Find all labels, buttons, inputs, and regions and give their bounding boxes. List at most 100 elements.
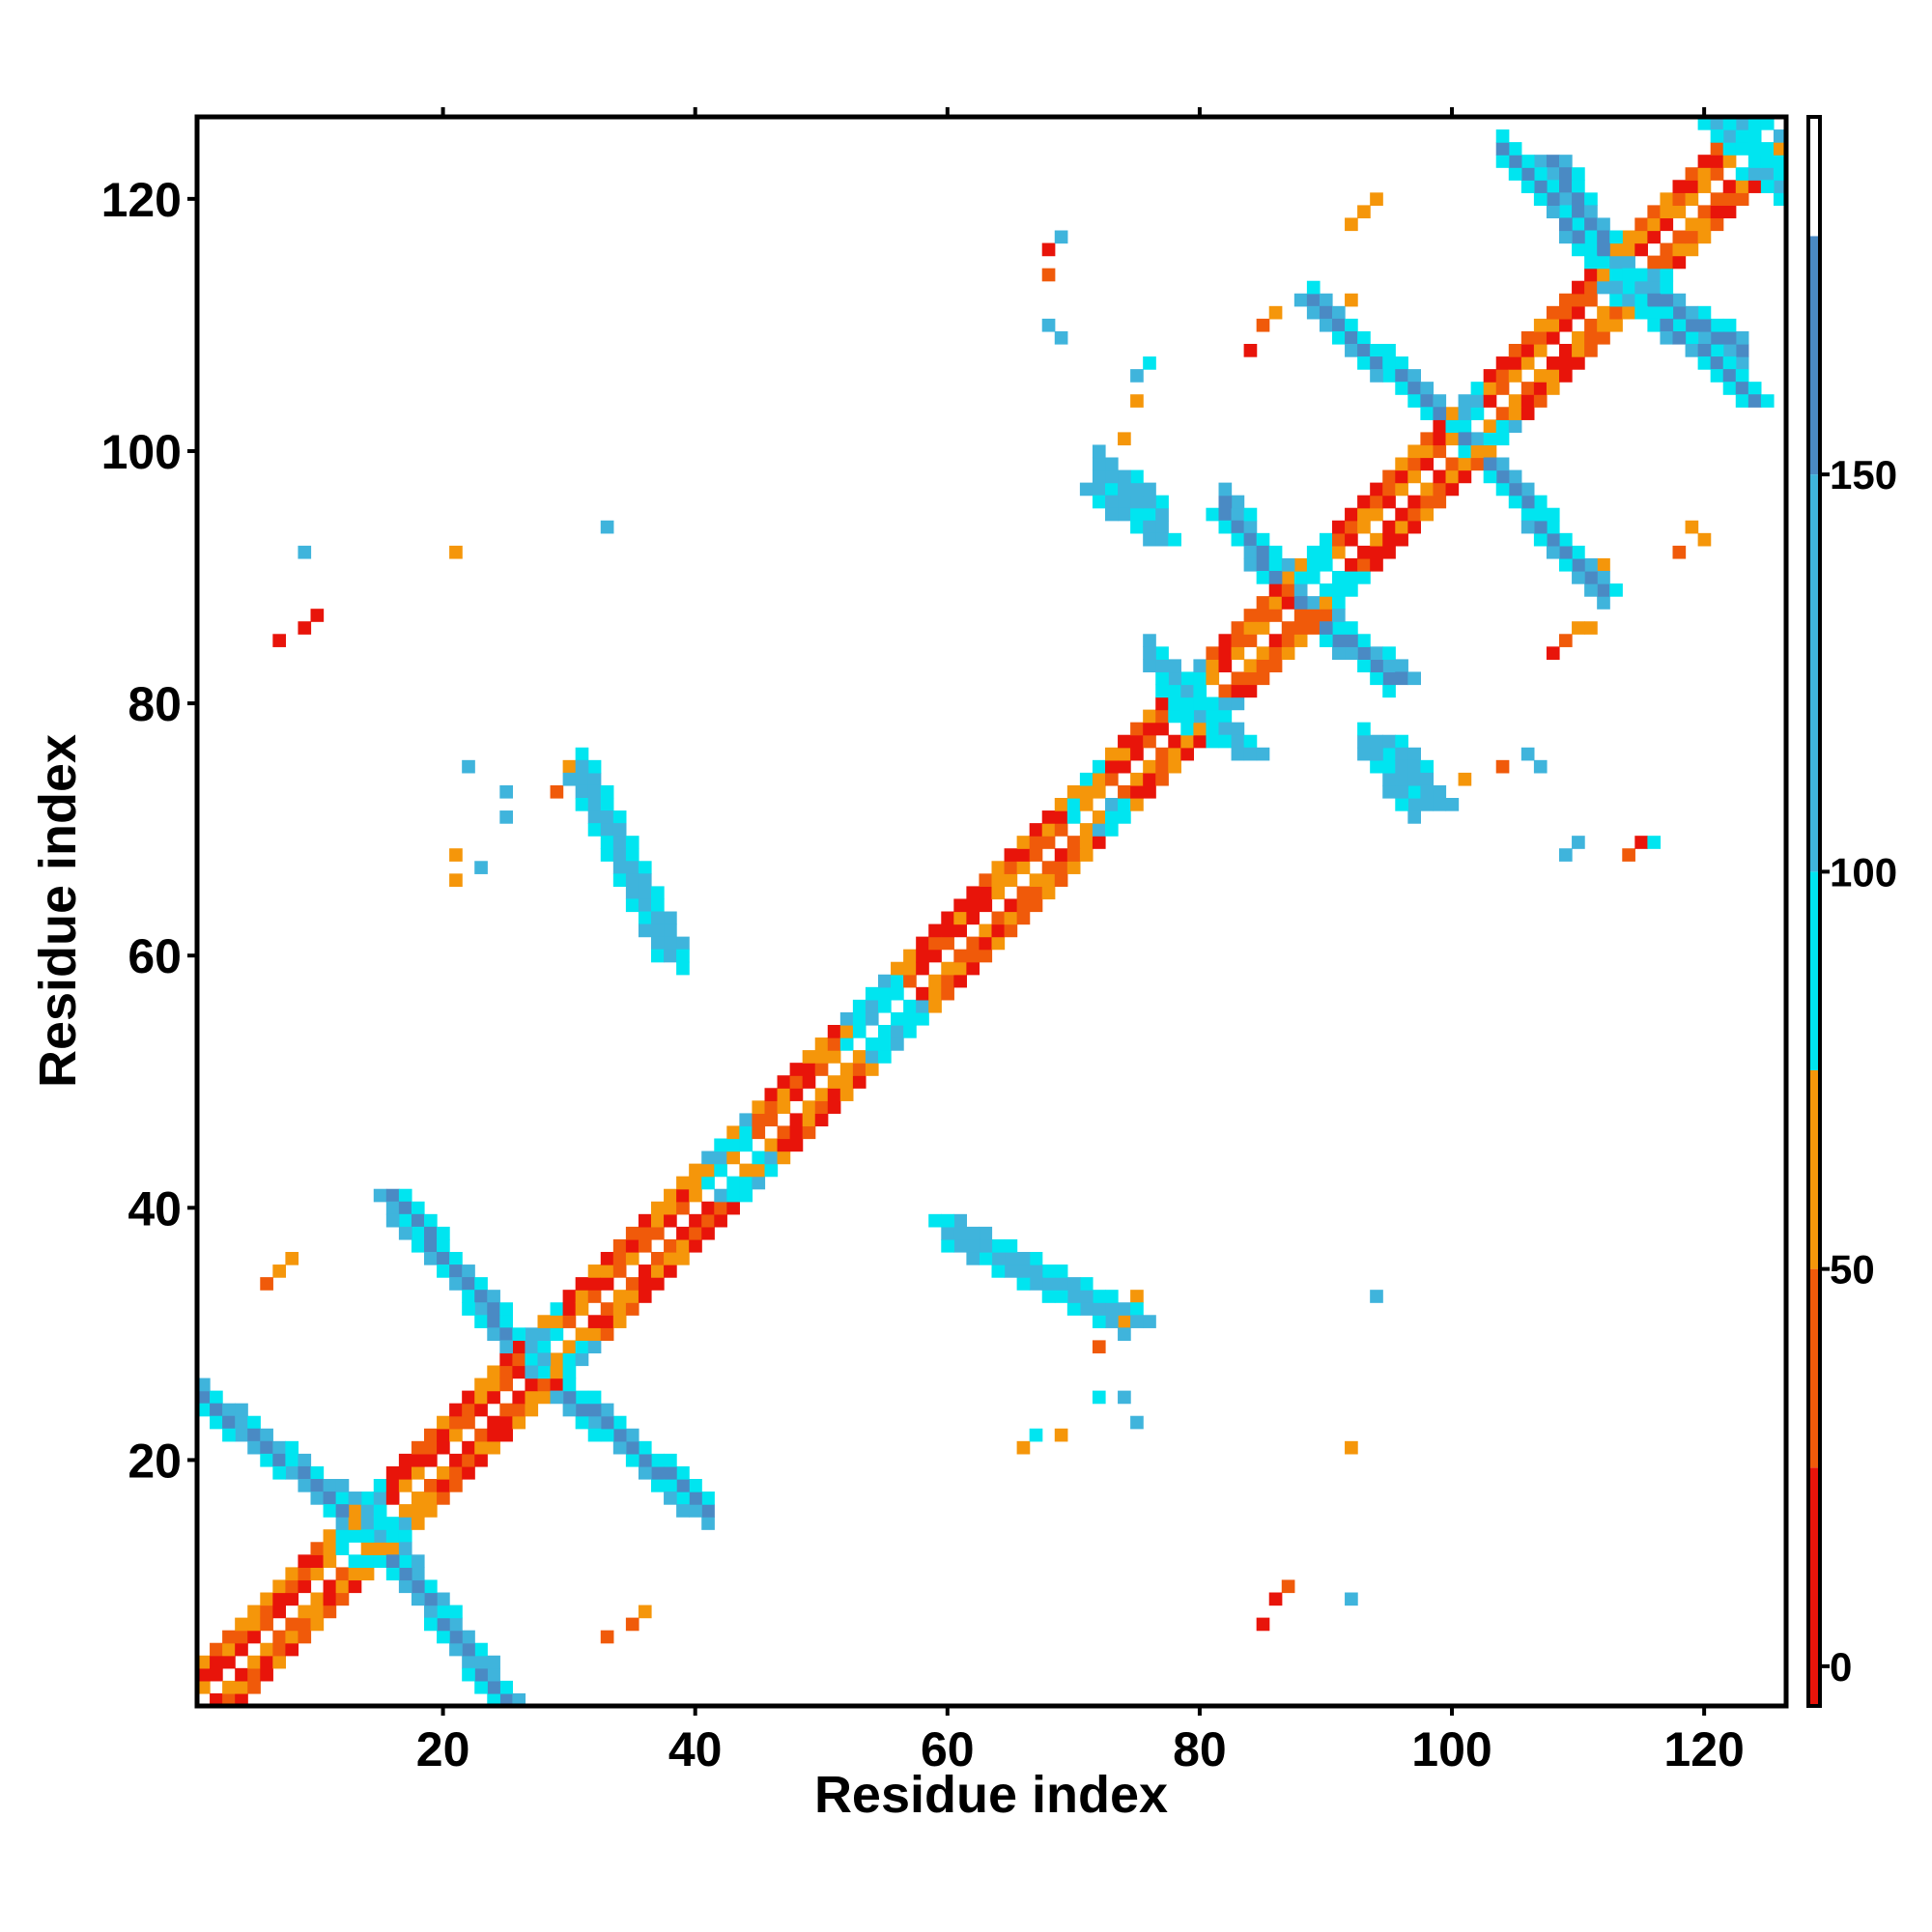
heatmap-cell — [1508, 155, 1522, 168]
heatmap-cell — [298, 545, 312, 559]
heatmap-cell — [1634, 268, 1648, 282]
heatmap-cell — [474, 1453, 488, 1467]
heatmap-cell — [437, 1428, 450, 1442]
heatmap-cell — [474, 1315, 488, 1328]
heatmap-cell — [1357, 330, 1371, 345]
heatmap-cell — [625, 1226, 639, 1240]
heatmap-cell — [789, 1113, 804, 1127]
heatmap-cell — [928, 923, 942, 938]
heatmap-cell — [1747, 129, 1762, 143]
heatmap-cell — [310, 1492, 325, 1505]
heatmap-cell — [638, 911, 652, 925]
heatmap-cell — [1520, 382, 1535, 395]
heatmap-cell — [1105, 1302, 1119, 1316]
heatmap-cell — [1559, 167, 1573, 181]
heatmap-cell — [752, 1113, 766, 1127]
heatmap-cell — [600, 1252, 614, 1265]
heatmap-cell — [1066, 861, 1081, 874]
heatmap-cell — [1747, 394, 1762, 408]
heatmap-cell — [1520, 344, 1535, 357]
heatmap-cell — [1597, 242, 1610, 257]
heatmap-cell — [1609, 230, 1623, 244]
heatmap-cell — [1710, 330, 1724, 345]
heatmap-cell — [1622, 293, 1635, 307]
heatmap-cell — [1130, 772, 1144, 786]
heatmap-cell — [298, 621, 312, 635]
heatmap-cell — [1420, 798, 1435, 811]
heatmap-cell — [210, 1642, 223, 1657]
heatmap-cell — [1130, 1315, 1144, 1328]
heatmap-cell — [1634, 836, 1648, 849]
heatmap-cell — [1130, 722, 1144, 736]
heatmap-cell — [928, 1213, 942, 1228]
heatmap-cell — [1155, 495, 1169, 509]
heatmap-cell — [1520, 180, 1535, 193]
heatmap-cell — [941, 1226, 954, 1240]
heatmap-cell — [360, 1517, 375, 1530]
heatmap-cell — [1130, 784, 1144, 799]
heatmap-cell — [1218, 709, 1233, 724]
heatmap-cell — [1118, 469, 1131, 484]
heatmap-cell — [1672, 305, 1687, 320]
heatmap-cell — [1420, 444, 1435, 459]
heatmap-cell — [638, 1213, 652, 1228]
heatmap-cell — [310, 1479, 325, 1492]
heatmap-cell — [499, 1680, 513, 1694]
heatmap-cell — [839, 1037, 854, 1051]
heatmap-cell — [625, 1302, 639, 1316]
heatmap-cell — [424, 1479, 438, 1492]
heatmap-cell — [612, 1238, 627, 1253]
heatmap-cell — [903, 974, 917, 988]
heatmap-cell — [827, 1075, 841, 1089]
heatmap-cell — [1168, 696, 1181, 711]
heatmap-cell — [701, 1201, 715, 1215]
heatmap-cell — [916, 961, 929, 976]
heatmap-cell — [878, 1025, 892, 1038]
heatmap-cell — [726, 1188, 740, 1203]
heatmap-cell — [1370, 759, 1383, 774]
heatmap-cell — [777, 1151, 791, 1165]
heatmap-cell — [1572, 621, 1585, 635]
heatmap-cell — [587, 1415, 602, 1430]
heatmap-cell — [676, 1492, 690, 1505]
heatmap-cell — [424, 1428, 438, 1442]
heatmap-cell — [1092, 1390, 1106, 1405]
heatmap-cell — [651, 911, 665, 925]
heatmap-cell — [1382, 772, 1396, 786]
heatmap-cell — [1572, 167, 1585, 181]
heatmap-cell — [385, 1492, 400, 1505]
heatmap-cell — [1243, 532, 1258, 547]
heatmap-cell — [1281, 621, 1295, 635]
heatmap-cell — [487, 1415, 500, 1430]
heatmap-cell — [1660, 205, 1674, 219]
heatmap-cell — [600, 1630, 614, 1644]
heatmap-cell — [664, 1252, 677, 1265]
heatmap-cell — [1634, 230, 1648, 244]
heatmap-cell — [1685, 167, 1699, 181]
heatmap-cell — [777, 1075, 791, 1089]
heatmap-cell — [1520, 495, 1535, 509]
heatmap-cell — [638, 1264, 652, 1278]
heatmap-cell — [966, 936, 980, 951]
heatmap-cell — [1054, 848, 1068, 862]
heatmap-cell — [462, 1440, 475, 1455]
heatmap-cell — [1533, 155, 1548, 168]
heatmap-cell — [1546, 507, 1560, 522]
heatmap-cell — [1155, 759, 1169, 774]
heatmap-cell — [1672, 205, 1687, 219]
heatmap-cell — [1533, 192, 1548, 206]
heatmap-cell — [1520, 356, 1535, 370]
heatmap-cell — [587, 1403, 602, 1417]
heatmap-cell — [1092, 810, 1106, 824]
heatmap-cell — [1016, 911, 1031, 925]
heatmap-cell — [1672, 242, 1687, 257]
heatmap-cell — [891, 974, 904, 988]
heatmap-cell — [1647, 268, 1662, 282]
heatmap-cell — [1231, 621, 1245, 635]
heatmap-cell — [1495, 142, 1510, 156]
heatmap-cell — [941, 961, 954, 976]
heatmap-cell — [272, 634, 286, 647]
heatmap-cell — [1647, 293, 1662, 307]
heatmap-cell — [664, 1213, 677, 1228]
heatmap-cell — [550, 784, 564, 799]
